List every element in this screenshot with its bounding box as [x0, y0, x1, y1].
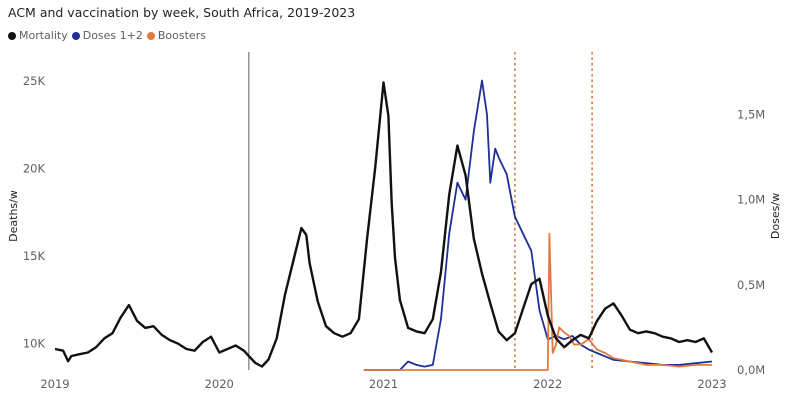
legend-label: Boosters [157, 29, 206, 42]
left-axis-ticks: 10K 15K 20K 25K [23, 74, 46, 351]
y-tick-label: 15K [23, 249, 46, 263]
legend-item-mortality[interactable]: Mortality [8, 29, 68, 42]
y2-tick-label: 0,5M [737, 278, 765, 292]
legend-label: Doses 1+2 [82, 29, 143, 42]
legend-dot-icon [8, 31, 16, 40]
series-layer [54, 79, 714, 371]
y-tick-label: 25K [23, 74, 46, 88]
series-line-boosters [363, 232, 712, 371]
legend: Mortality Doses 1+2 Boosters [8, 29, 210, 42]
x-tick-label: 2020 [205, 377, 234, 391]
legend-dot-icon [146, 31, 155, 40]
y2-tick-label: 0,0M [737, 363, 765, 377]
right-axis-ticks: 0,0M 0,5M 1,0M 1,5M [737, 108, 765, 377]
y-axis-title: Deaths/w [7, 190, 20, 242]
legend-label: Mortality [19, 29, 68, 42]
x-tick-label: 2023 [697, 377, 726, 391]
y2-tick-label: 1,5M [737, 108, 765, 122]
legend-dot-icon [71, 31, 80, 40]
x-tick-label: 2021 [369, 377, 398, 391]
x-axis-ticks: 2019 2020 2021 2022 2023 [40, 377, 726, 391]
legend-item-boosters[interactable]: Boosters [146, 29, 206, 42]
chart-title: ACM and vaccination by week, South Afric… [8, 5, 356, 20]
y2-axis-title: Doses/w [769, 193, 782, 239]
legend-item-doses[interactable]: Doses 1+2 [71, 29, 143, 42]
x-tick-label: 2019 [40, 377, 69, 391]
x-tick-label: 2022 [533, 377, 562, 391]
reference-lines [248, 52, 593, 370]
series-line-doses-1-2 [363, 79, 713, 371]
y2-tick-label: 1,0M [737, 193, 765, 207]
series-line-mortality [54, 81, 714, 368]
y-tick-label: 10K [23, 337, 46, 351]
y-tick-label: 20K [23, 161, 46, 175]
